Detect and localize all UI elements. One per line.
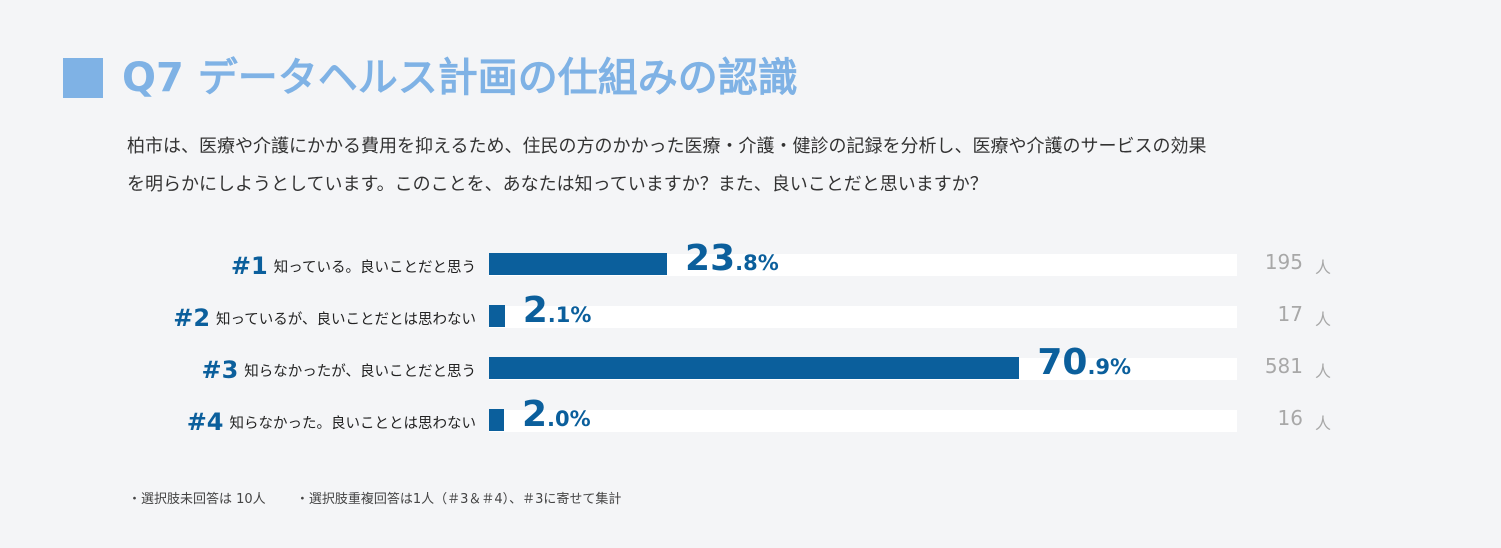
chart-row: #4 知らなかった。良いこととは思わない 2.0% 16 人 [0,394,1501,442]
bar-count: 581 [1264,354,1303,378]
footnote-duplicate: ・選択肢重複回答は1人（＃3＆＃4）、＃3に寄せて集計 [295,492,622,507]
count-unit: 人 [1315,258,1332,277]
bar [489,305,505,327]
bar-answer-label: 知らなかったが、良いことだと思う [244,363,476,380]
count-unit: 人 [1315,414,1332,433]
bar [489,409,504,431]
bar-rank: #3 [201,356,239,384]
bar-track [489,410,1237,432]
bar-percent-label: 70.9% [1037,342,1131,383]
bar-count: 195 [1264,250,1303,274]
percent-decimal: .1% [547,303,592,327]
bar-percent-label: 23.8% [685,238,779,279]
page-title: Q7 データヘルス計画の仕組みの認識 [122,55,798,101]
percent-integer: 2 [521,394,548,435]
percent-decimal: .9% [1087,355,1132,379]
chart-row: #3 知らなかったが、良いことだと思う 70.9% 581 人 [0,342,1501,390]
count-unit: 人 [1315,362,1332,381]
footnote-unanswered: ・選択肢未回答は 10人 [128,492,266,507]
bar-count: 17 [1277,302,1303,326]
bar-rank: #4 [186,408,224,436]
bar-percent-label: 2.0% [522,394,591,435]
question-text: 柏市は、医療や介護にかかる費用を抑えるため、住民の方のかかった医療・介護・健診の… [127,128,1387,204]
question-line-1: 柏市は、医療や介護にかかる費用を抑えるため、住民の方のかかった医療・介護・健診の… [127,136,1207,157]
percent-integer: 2 [522,290,548,331]
percent-decimal: .8% [735,251,779,275]
bar-label: #1 知っている。良いことだと思う [231,246,476,286]
bar-percent-label: 2.1% [523,290,592,331]
bar [489,253,668,275]
bar [489,357,1020,379]
bar-rank: #1 [230,252,268,280]
chart-row: #2 知っているが、良いことだとは思わない 2.1% 17 人 [0,290,1501,338]
percent-decimal: .0% [547,407,591,431]
bar-label: #4 知らなかった。良いこととは思わない [187,402,476,442]
bar-count: 16 [1277,406,1303,430]
bar-answer-label: 知っている。良いことだと思う [273,259,476,276]
bar-track [489,306,1237,328]
bar-answer-label: 知っているが、良いことだとは思わない [216,311,476,328]
count-unit: 人 [1315,310,1332,329]
bar-rank: #2 [173,304,211,332]
bar-track [489,254,1237,276]
percent-integer: 70 [1037,342,1088,383]
percent-integer: 23 [685,238,736,279]
question-line-2: を明らかにしようとしています。このことを、あなたは知っていますか？また、良いこと… [127,174,988,195]
chart-row: #1 知っている。良いことだと思う 23.8% 195 人 [0,238,1501,286]
bar-answer-label: 知らなかった。良いこととは思わない [229,415,477,432]
bar-label: #2 知っているが、良いことだとは思わない [173,298,476,338]
bar-label: #3 知らなかったが、良いことだと思う [201,350,476,390]
title-square-icon [63,58,103,98]
footnotes: ・選択肢未回答は 10人 ・選択肢重複回答は1人（＃3＆＃4）、＃3に寄せて集計 [128,488,621,507]
